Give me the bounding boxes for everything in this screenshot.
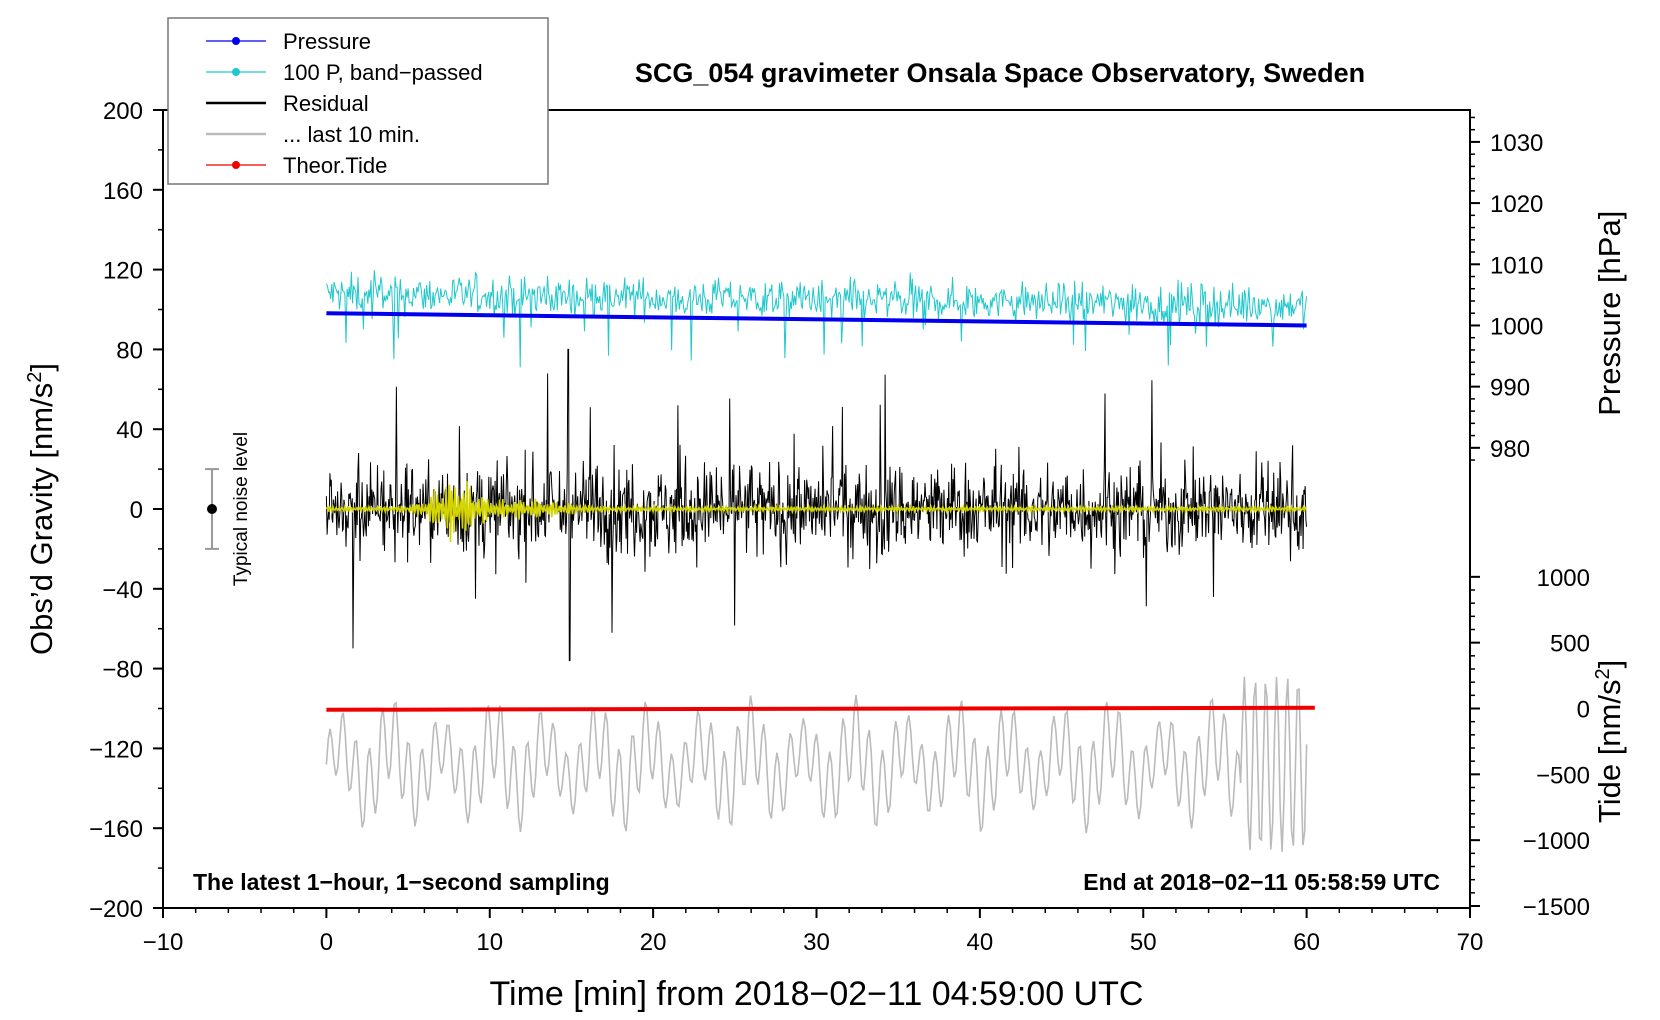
tide-axis-ticks: 1000 500 0 −500 −1000 −1500: [1470, 565, 1590, 921]
x-axis-label: Time [min] from 2018−02−11 04:59:00 UTC: [490, 975, 1144, 1013]
pressure-axis-ticks: 1030 1020 1010 1000 990 980: [1470, 116, 1543, 463]
pressure-tick-label: 1000: [1490, 313, 1543, 340]
pressure-tick-label: 1020: [1490, 191, 1543, 218]
legend-label: Pressure: [283, 29, 371, 54]
y-tick-label: 40: [116, 417, 143, 444]
y-tick-label: −40: [102, 577, 143, 604]
x-tick-label: −10: [143, 929, 184, 956]
legend-label: ... last 10 min.: [283, 122, 420, 147]
tide-tick-label: 1000: [1537, 565, 1590, 592]
legend-marker: [232, 161, 240, 169]
pressure-tick-label: 1010: [1490, 252, 1543, 279]
x-tick-label: 70: [1457, 929, 1484, 956]
legend-label: Residual: [283, 91, 369, 116]
legend-marker: [232, 68, 240, 76]
legend-marker: [232, 37, 240, 45]
pressure-axis-label: Pressure [hPa]: [1592, 211, 1627, 416]
y-axis-label-superscript: 2: [24, 372, 46, 383]
series-last-10-min: [325, 676, 1308, 852]
x-tick-label: 40: [967, 929, 994, 956]
y-tick-label: −120: [89, 736, 143, 763]
annotation-sampling: The latest 1−hour, 1−second sampling: [193, 869, 610, 895]
pressure-tick-label: 990: [1490, 375, 1530, 402]
y-tick-label: 160: [103, 178, 143, 205]
y-tick-label: −80: [102, 657, 143, 684]
x-axis-ticks: −10 0 10 20 30 40 50 60 70: [143, 908, 1484, 956]
series-residual: [325, 348, 1308, 662]
x-tick-label: 10: [476, 929, 503, 956]
pressure-tick-label: 1030: [1490, 130, 1543, 157]
pressure-tick-label: 980: [1490, 436, 1530, 463]
y-tick-label: −200: [89, 896, 143, 923]
legend-label: 100 P, band−passed: [283, 60, 483, 85]
series-layer: [325, 270, 1315, 852]
y-tick-label: 0: [130, 497, 143, 524]
tide-tick-label: 500: [1550, 631, 1590, 658]
tide-axis-label: Tide [nm/s2]: [1592, 660, 1627, 823]
tide-axis-label-superscript: 2: [1592, 668, 1614, 679]
noise-center-dot: [207, 504, 218, 514]
legend-box: [167, 17, 549, 185]
y-tick-label: −160: [89, 816, 143, 843]
annotation-end-time: End at 2018−02−11 05:58:59 UTC: [1083, 869, 1440, 895]
y-axis-label-text: Obs’d Gravity [nm/s: [24, 383, 59, 655]
y-axis-label-end: ]: [24, 363, 59, 372]
y-tick-label: 200: [103, 98, 143, 125]
noise-indicator: Typical noise level: [205, 432, 252, 586]
y-axis-ticks: 200 160 120 80 40 0 −40 −80 −120 −160 −200: [89, 98, 163, 923]
y-tick-label: 80: [116, 337, 143, 364]
x-tick-label: 20: [640, 929, 667, 956]
x-tick-label: 50: [1130, 929, 1157, 956]
tide-axis-label-end: ]: [1592, 660, 1627, 669]
tide-tick-label: −1000: [1523, 828, 1590, 855]
series-microseism-band-passed: [325, 481, 1307, 543]
y-tick-label: 120: [103, 258, 143, 285]
tide-tick-label: −500: [1536, 762, 1590, 789]
x-tick-label: 30: [803, 929, 830, 956]
series-theor-tide: [326, 705, 1315, 712]
series-100-p-band-passed: [325, 270, 1308, 368]
legend-label: Theor.Tide: [283, 153, 387, 178]
tide-axis-label-text: Tide [nm/s: [1592, 680, 1627, 824]
y-axis-label: Obs’d Gravity [nm/s2]: [24, 363, 59, 655]
series-pressure: [326, 311, 1307, 328]
tide-tick-label: 0: [1577, 697, 1590, 724]
x-tick-label: 60: [1293, 929, 1320, 956]
tide-tick-label: −1500: [1523, 894, 1590, 921]
chart-title: SCG_054 gravimeter Onsala Space Observat…: [635, 58, 1365, 88]
x-tick-label: 0: [320, 929, 333, 956]
legend: Pressure 100 P, band−passed Residual ... la…: [167, 17, 549, 185]
noise-indicator-label: Typical noise level: [231, 432, 252, 586]
